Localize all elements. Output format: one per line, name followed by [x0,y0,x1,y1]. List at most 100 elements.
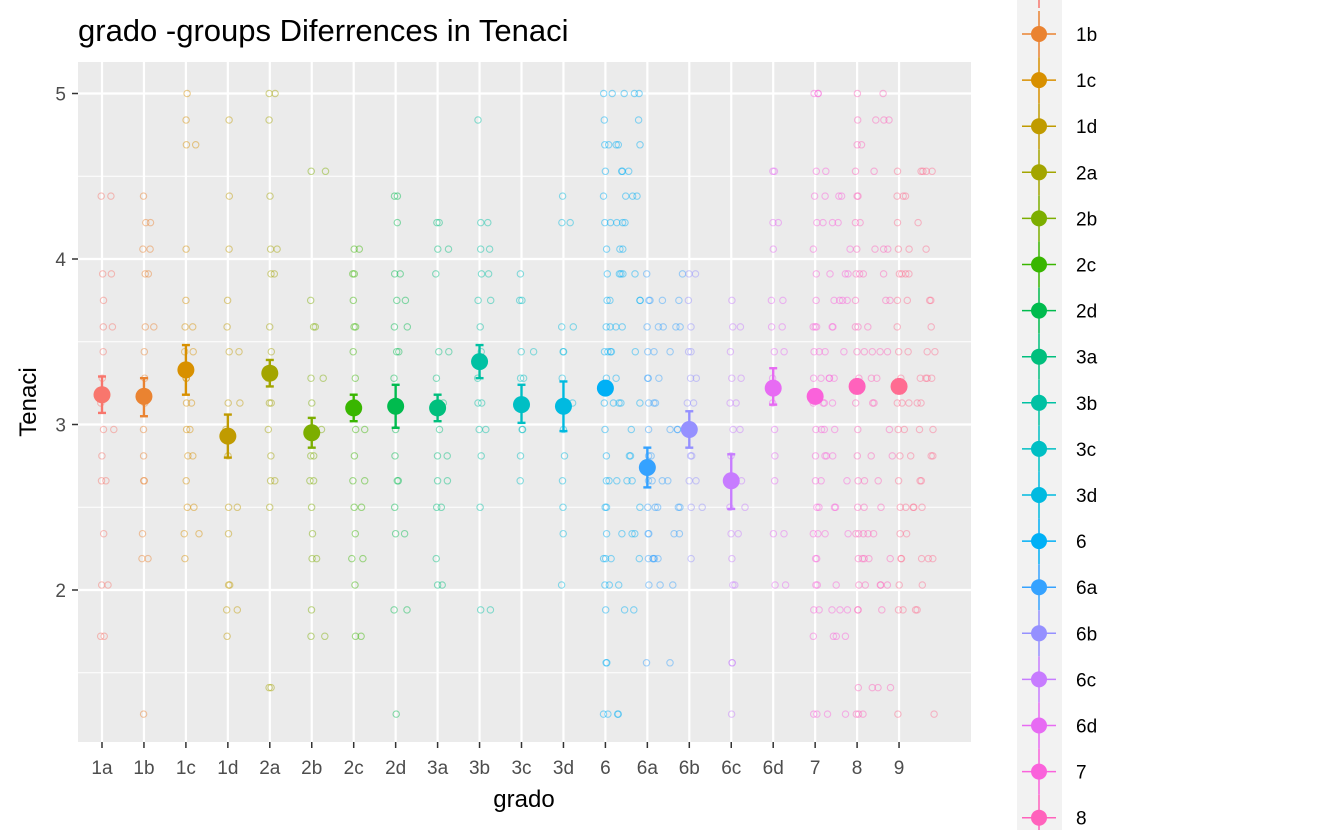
data-point [868,683,877,692]
data-point [728,554,736,563]
data-point [614,141,623,149]
data-point [886,296,894,305]
x-axis-title: grado [493,786,554,813]
data-point [223,296,232,305]
data-point [655,374,663,382]
data-point [855,270,864,278]
data-point [687,554,695,563]
mean-point [387,397,405,415]
data-point [182,399,191,407]
data-point [809,710,818,718]
data-point [672,323,680,331]
data-point [692,477,700,485]
legend-label: 8 [1076,809,1087,830]
data-point [99,323,108,331]
data-point [644,347,652,356]
data-point [636,296,644,305]
data-point [357,632,365,641]
data-point [778,323,786,331]
data-point [307,632,315,641]
data-point [350,323,358,331]
data-point [351,374,360,382]
legend-key-point [1031,164,1047,181]
data-point [779,296,787,305]
data-point [894,606,903,614]
data-point [395,347,403,356]
data-point [100,632,108,641]
data-point [351,323,360,331]
mean-point [135,387,153,405]
data-point [893,296,902,305]
data-point [435,218,443,227]
data-point [853,347,861,356]
data-point [306,296,315,305]
data-point [351,425,360,434]
data-point [618,323,626,331]
data-point [923,347,931,356]
data-point [821,347,829,356]
data-point [918,503,926,512]
data-point [859,710,867,718]
data-point [97,192,105,200]
data-point [899,192,907,200]
data-point [927,323,935,331]
data-point [860,503,868,512]
x-tick-label: 1c [176,758,196,779]
data-point [642,270,651,278]
data-point [474,116,482,124]
data-point [770,347,779,356]
data-point [519,374,528,382]
data-point [620,606,629,614]
data-point [432,554,440,563]
data-point [559,529,567,538]
data-point [182,116,190,124]
data-point [139,245,147,253]
legend-label: 1c [1076,71,1096,92]
legend-label: 6a [1076,578,1098,599]
data-point [896,529,904,538]
data-point [621,218,629,227]
data-point [834,218,842,227]
data-point [144,554,152,563]
data-point [877,581,885,589]
data-point [854,425,862,434]
data-point [392,347,401,356]
data-point [878,606,886,614]
data-point [518,425,527,434]
data-point [139,425,148,434]
x-tick-label: 6 [600,758,611,779]
data-point [780,529,788,538]
data-point [618,218,627,227]
legend-key-point [1031,302,1047,319]
data-point [728,659,736,667]
legend-item: 1b [1022,11,1097,57]
data-point [769,218,777,227]
data-point [674,503,683,512]
legend-item: 2b [1022,195,1097,242]
data-point [642,659,651,667]
data-point [224,581,233,589]
data-point [396,270,404,278]
data-point [737,374,745,382]
data-point [599,710,608,718]
data-point [307,374,315,382]
data-point [851,323,860,331]
data-point [812,554,821,563]
data-point [98,270,107,278]
data-point [832,632,841,641]
data-point [265,116,273,124]
data-point [872,116,880,124]
x-tick-label: 3a [427,758,449,779]
data-point [601,425,609,434]
data-point [896,452,904,460]
data-point [879,89,887,98]
data-point [854,192,862,200]
legend-label: 7 [1076,763,1087,784]
data-point [865,554,873,563]
legend-item: 3a [1022,333,1098,380]
data-point [927,452,935,460]
data-point [403,323,412,331]
data-point [902,529,911,538]
data-point [767,323,776,331]
data-point [917,554,926,563]
